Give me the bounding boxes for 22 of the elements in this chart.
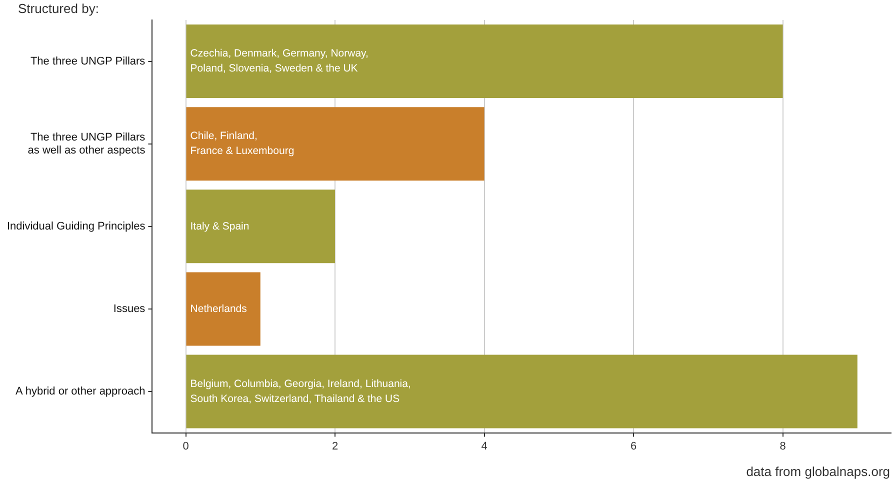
annotation: Belgium, Columbia, Georgia, Ireland, Lithuania, South Korea, Switzerland, Thailand & the US (190, 378, 411, 405)
y-tick-label: A hybrid or other approach (16, 386, 146, 398)
bar (186, 190, 336, 264)
y-tick-label: Individual Guiding Principles (7, 220, 146, 232)
x-tick-label: 0 (182, 440, 189, 452)
y-tick-label: The three UNGP Pillars (30, 55, 146, 68)
x-tick-label: 2 (332, 440, 338, 452)
x-tick-label: 6 (630, 440, 637, 452)
bar (186, 354, 858, 428)
text: data from globalnaps.org (746, 464, 890, 480)
annotation: Netherlands (190, 302, 247, 315)
bar (186, 107, 484, 181)
x-tick-label: 4 (481, 440, 488, 452)
annotation: Italy & Spain (190, 220, 250, 232)
x-tick-label: 8 (780, 440, 786, 452)
y-axis-title: Structured by: (18, 1, 99, 16)
annotation: Czechia, Denmark, Germany, Norway, Poland, Slovenia, Sweden & the UK (190, 48, 368, 75)
annotation: Chile, Finland, France & Luxembourg (190, 130, 294, 158)
bar (186, 272, 260, 346)
bar (186, 24, 783, 98)
y-tick-label: Issues (113, 302, 146, 315)
y-tick-label: The three UNGP Pillars as well as other aspects (28, 131, 146, 156)
